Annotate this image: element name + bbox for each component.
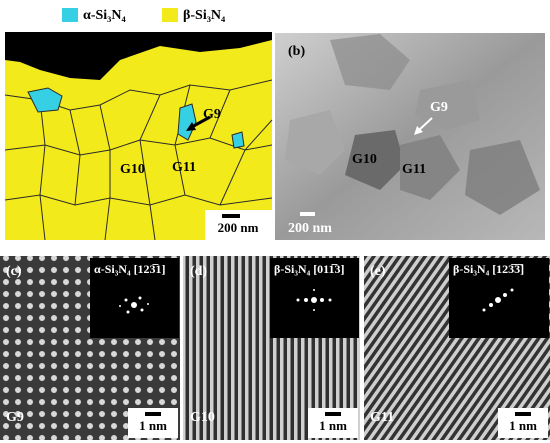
- grain-label: G10: [190, 410, 215, 425]
- scale-bar-label: 200 nm: [288, 221, 332, 236]
- panel-a: G9 G10 G11 200 nm (a): [4, 32, 273, 241]
- grain-label: G11: [370, 410, 394, 425]
- scale-bar-label: 1 nm: [319, 418, 347, 433]
- grain-label: G9: [203, 107, 221, 122]
- grain-label: G10: [352, 152, 377, 167]
- panel-label: (b): [288, 44, 305, 59]
- grain-label: G9: [430, 100, 448, 115]
- panel-b: G9 G10 G11 200 nm (b): [275, 33, 545, 240]
- panel-d: β-Si₃N₄ [011̅3] (d) G10 1 nm: [183, 256, 360, 440]
- scale-bar-label: 200 nm: [218, 220, 259, 235]
- grain-label: G10: [120, 162, 145, 177]
- panel-label: (c): [6, 264, 22, 279]
- legend-swatch: [62, 8, 78, 22]
- inset-label: β-Si₃N₄ [011̅3]: [274, 262, 345, 276]
- inset-label: α-Si₃N₄ [123̅1]: [94, 262, 166, 276]
- grain-label: G11: [172, 160, 196, 175]
- legend-swatch: [162, 8, 178, 22]
- panel-label: (e): [370, 264, 386, 279]
- inset-label: β-Si₃N₄ [123̅3̅]: [453, 262, 524, 276]
- grain-label: G11: [402, 162, 426, 177]
- panel-label: (a): [12, 38, 29, 53]
- grain-label: G9: [6, 410, 24, 425]
- panel-e: β-Si₃N₄ [123̅3̅] (e) G11 1 nm: [364, 256, 550, 440]
- panel-label: (d): [190, 264, 207, 279]
- legend-label: β-Si₃N₄: [183, 8, 226, 23]
- scale-bar-label: 1 nm: [509, 418, 537, 433]
- panel-c: α-Si₃N₄ [123̅1] (c) G9 1 nm: [0, 256, 180, 440]
- scale-bar-label: 1 nm: [139, 418, 167, 433]
- legend-label: α-Si₃N₄: [83, 8, 126, 23]
